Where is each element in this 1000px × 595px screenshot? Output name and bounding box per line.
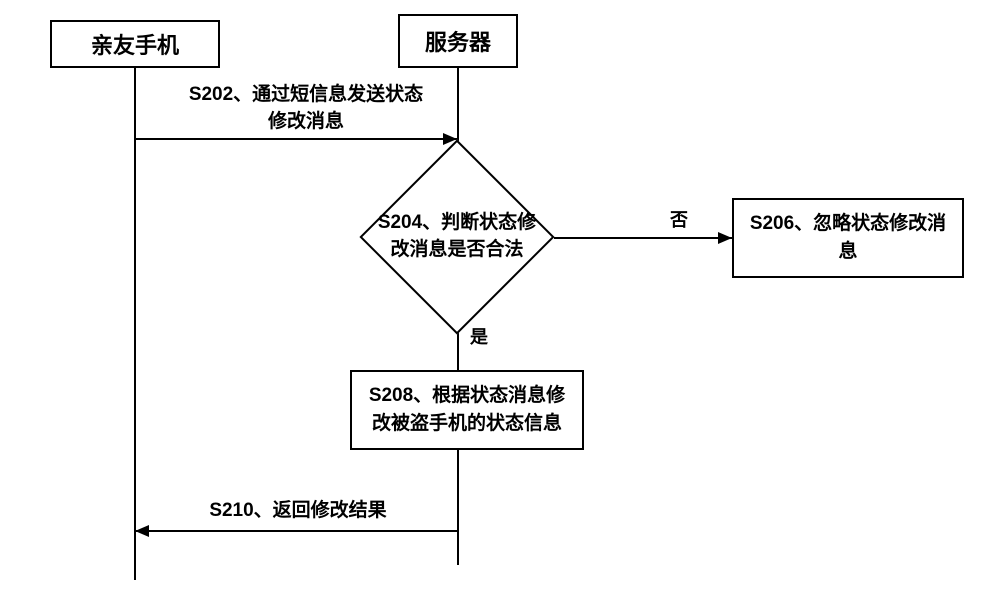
decision-s204-text: S204、判断状态修改消息是否合法 — [378, 210, 536, 263]
actor-server-label: 服务器 — [425, 25, 491, 57]
box-s206-text: S206、忽略状态修改消息 — [750, 210, 946, 267]
lifeline-friend — [134, 68, 136, 580]
connector-diamond-s206 — [554, 237, 732, 239]
actor-friend-phone-label: 亲友手机 — [91, 28, 179, 60]
msg-s210-text: S210、返回修改结果 — [209, 500, 386, 521]
arrow-s202-line — [135, 138, 457, 140]
connector-diamond-s206-head — [718, 232, 732, 244]
arrow-s210-line — [135, 530, 458, 532]
actor-server: 服务器 — [398, 14, 518, 68]
msg-s202-text: S202、通过短信息发送状态修改消息 — [189, 84, 423, 132]
actor-friend-phone: 亲友手机 — [50, 20, 220, 68]
branch-yes-text: 是 — [470, 327, 488, 347]
box-s206: S206、忽略状态修改消息 — [732, 198, 964, 278]
msg-s202-label: S202、通过短信息发送状态修改消息 — [166, 82, 446, 135]
arrow-s210-head — [135, 525, 149, 537]
box-s208: S208、根据状态消息修改被盗手机的状态信息 — [350, 370, 584, 450]
decision-s204-text-wrap: S204、判断状态修改消息是否合法 — [357, 168, 557, 306]
decision-s204: S204、判断状态修改消息是否合法 — [388, 168, 526, 306]
branch-no-label: 否 — [670, 206, 688, 232]
msg-s210-label: S210、返回修改结果 — [178, 498, 418, 525]
branch-yes-label: 是 — [470, 323, 488, 349]
box-s208-text: S208、根据状态消息修改被盗手机的状态信息 — [369, 382, 565, 439]
branch-no-text: 否 — [670, 210, 688, 230]
